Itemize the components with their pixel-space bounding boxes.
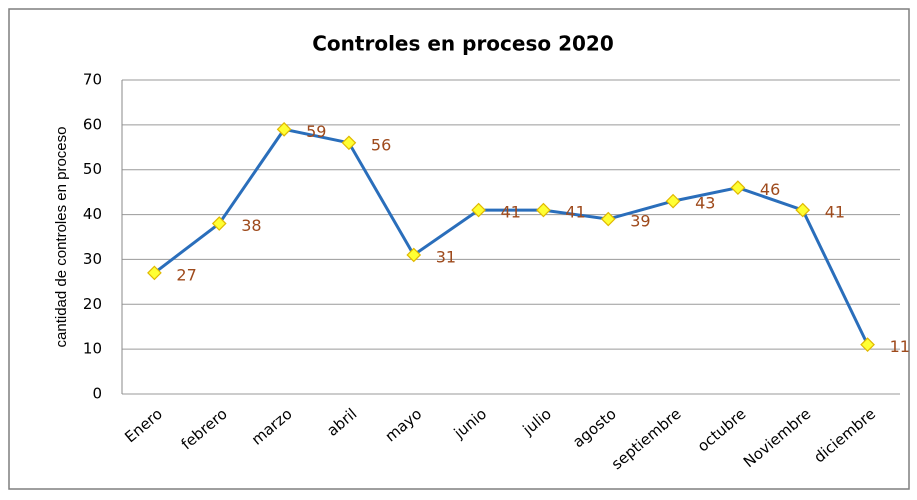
- data-marker: [665, 193, 681, 209]
- data-marker: [536, 202, 551, 218]
- data-line: [153, 127, 869, 346]
- data-marker: [276, 121, 292, 137]
- y-axis-label: cantidad de controles en proceso: [53, 127, 70, 348]
- data-label: 38: [241, 216, 261, 235]
- chart-title: Controles en proceso 2020: [312, 32, 613, 56]
- y-tick-label: 20: [83, 295, 102, 313]
- data-marker: [600, 211, 616, 227]
- y-tick-label: 70: [83, 71, 102, 89]
- data-label: 41: [565, 203, 585, 222]
- data-marker: [341, 135, 357, 151]
- data-marker: [471, 202, 486, 218]
- data-label: 43: [695, 194, 715, 213]
- chart-frame: [8, 8, 910, 490]
- data-marker: [795, 202, 811, 218]
- data-marker: [730, 180, 746, 196]
- data-label: 41: [825, 203, 845, 222]
- data-marker: [211, 216, 227, 231]
- y-tick-label: 60: [83, 115, 102, 133]
- data-marker: [406, 247, 422, 263]
- y-tick-label: 0: [92, 385, 102, 403]
- data-marker: [147, 265, 162, 281]
- data-label: 39: [630, 212, 650, 231]
- data-label: 46: [760, 180, 780, 199]
- y-tick-label: 10: [83, 340, 102, 358]
- data-label: 56: [371, 135, 391, 154]
- data-label: 27: [176, 265, 196, 284]
- data-label: 41: [501, 203, 521, 222]
- y-tick-label: 40: [83, 205, 102, 223]
- data-marker: [860, 337, 875, 353]
- data-label: 59: [306, 122, 326, 141]
- y-tick-label: 30: [83, 250, 102, 268]
- y-tick-label: 50: [83, 160, 102, 178]
- data-label: 11: [890, 337, 910, 356]
- data-label: 31: [436, 247, 456, 266]
